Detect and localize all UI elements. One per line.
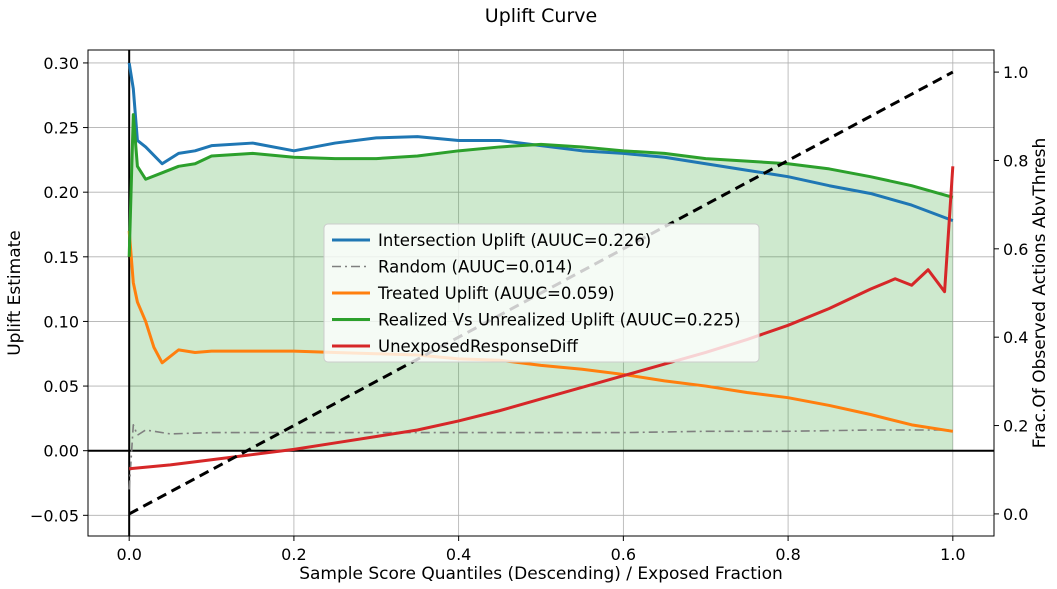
legend-box bbox=[323, 223, 760, 363]
x-tick-label: 0.2 bbox=[281, 545, 306, 564]
y-axis: −0.05 0.00 0.05 0.10 0.15 0.20 0.25 0.30 bbox=[30, 54, 88, 525]
legend-label: Treated Uplift (AUUC=0.059) bbox=[377, 284, 615, 303]
y-tick-label: 0.30 bbox=[43, 54, 79, 73]
reference-lines bbox=[88, 50, 994, 536]
chart-title: Uplift Curve bbox=[485, 5, 597, 27]
y-tick-label: 0.10 bbox=[43, 312, 79, 331]
y-tick-label: −0.05 bbox=[30, 506, 79, 525]
series-line bbox=[128, 424, 953, 490]
y2-tick-label: 0.4 bbox=[1003, 328, 1028, 347]
legend-label: Random (AUUC=0.014) bbox=[378, 258, 572, 277]
x-axis: 0.0 0.2 0.4 0.6 0.8 1.0 bbox=[116, 536, 966, 564]
y-tick-label: 0.00 bbox=[43, 442, 79, 461]
y2-tick-label: 0.2 bbox=[1003, 417, 1028, 436]
x-tick-label: 1.0 bbox=[940, 545, 965, 564]
legend: Intersection Uplift (AUUC=0.226) Random (… bbox=[323, 223, 760, 363]
x-tick-label: 0.8 bbox=[775, 545, 800, 564]
x-tick-label: 0.6 bbox=[611, 545, 636, 564]
series-line bbox=[129, 166, 955, 471]
y2-tick-label: 0.0 bbox=[1003, 505, 1028, 524]
y2-axis: 0.0 0.2 0.4 0.6 0.8 1.0 bbox=[994, 63, 1028, 524]
y2-tick-label: 0.8 bbox=[1003, 151, 1028, 170]
y2-axis-label: Frac.Of Observed Actions AbvThresh bbox=[1030, 138, 1050, 449]
x-tick-label: 0.4 bbox=[446, 545, 471, 564]
y-tick-label: 0.15 bbox=[43, 248, 79, 267]
legend-label: Realized Vs Unrealized Uplift (AUUC=0.22… bbox=[378, 311, 741, 330]
x-tick-label: 0.0 bbox=[116, 545, 141, 564]
legend-label: UnexposedResponseDiff bbox=[378, 337, 578, 356]
y2-tick-label: 1.0 bbox=[1003, 63, 1028, 82]
plot-frame bbox=[87, 49, 995, 537]
legend-label: Intersection Uplift (AUUC=0.226) bbox=[378, 231, 651, 250]
y-tick-label: 0.25 bbox=[43, 119, 79, 138]
y2-tick-label: 0.6 bbox=[1003, 240, 1028, 259]
plot-area bbox=[87, 49, 995, 537]
y-tick-label: 0.20 bbox=[43, 183, 79, 202]
series-line bbox=[127, 62, 954, 223]
x-axis-label: Sample Score Quantiles (Descending) / Ex… bbox=[299, 564, 783, 584]
y-axis-label: Uplift Estimate bbox=[5, 230, 25, 356]
y-tick-label: 0.05 bbox=[43, 377, 79, 396]
